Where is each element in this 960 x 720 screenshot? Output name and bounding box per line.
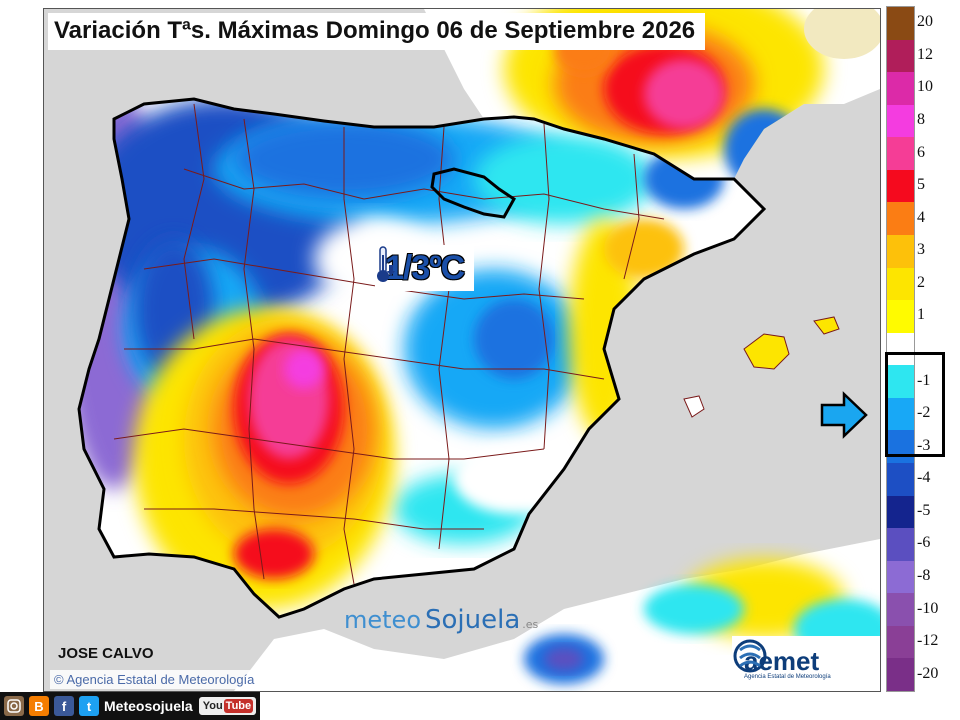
temperature-anomaly-map: Variación Tªs. Máximas Domingo 06 de Sep… <box>43 8 881 692</box>
legend-swatch <box>887 332 914 366</box>
anomaly-callout: 1/3ºC <box>375 245 475 291</box>
legend-swatch <box>887 7 914 41</box>
youtube-you: You <box>202 700 223 712</box>
legend-swatch <box>887 593 914 627</box>
legend-label: 3 <box>917 241 925 259</box>
legend-swatch <box>887 72 914 106</box>
legend-highlight-box <box>885 352 945 457</box>
brand-suffix: .es <box>522 618 539 631</box>
brand-part2: Sojuela <box>425 605 521 635</box>
youtube-tube: Tube <box>223 699 254 713</box>
thermometer-down-icon <box>377 246 395 282</box>
legend-swatch <box>887 39 914 73</box>
legend-label: -20 <box>917 664 939 682</box>
brand-watermark: meteo Sojuela .es <box>344 605 538 635</box>
province-borders <box>113 103 665 585</box>
credit-text: Agencia Estatal de Meteorología <box>66 672 255 687</box>
aemet-logo: aemet Agencia Estatal de Meteorología <box>732 636 880 691</box>
color-legend <box>886 6 915 692</box>
legend-label: -5 <box>917 501 931 519</box>
ibiza <box>683 395 705 418</box>
blogger-icon[interactable]: B <box>29 696 49 716</box>
legend-swatch <box>887 137 914 171</box>
legend-label: 4 <box>917 208 925 226</box>
legend-swatch <box>887 397 914 431</box>
legend-label: -1 <box>917 371 931 389</box>
brand-part1: meteo <box>344 606 422 634</box>
credit-line: © Agencia Estatal de Meteorología <box>50 670 261 689</box>
legend-label: -8 <box>917 567 931 584</box>
aemet-subtitle: Agencia Estatal de Meteorología <box>744 674 831 680</box>
aemet-logo-icon <box>733 639 767 673</box>
menorca <box>813 316 840 335</box>
legend-label: 10 <box>917 78 933 96</box>
legend-swatch <box>887 625 914 659</box>
legend-swatch <box>887 658 914 692</box>
mallorca <box>743 333 790 370</box>
youtube-icon[interactable]: You Tube <box>198 697 257 715</box>
legend-swatch <box>887 560 914 594</box>
map-title: Variación Tªs. Máximas Domingo 06 de Sep… <box>48 13 706 50</box>
legend-label: -3 <box>917 436 931 454</box>
anomaly-value: 1/3ºC <box>385 248 465 287</box>
legend-swatch <box>887 365 914 399</box>
footer-site-name[interactable]: Meteosojuela <box>104 698 193 714</box>
instagram-icon[interactable] <box>4 696 24 716</box>
legend-swatch <box>887 235 914 269</box>
legend-label: 8 <box>917 111 925 128</box>
map-graphic <box>44 9 880 691</box>
legend-label: -4 <box>917 469 931 487</box>
legend-swatch <box>887 267 914 301</box>
legend-label: 12 <box>917 45 933 63</box>
copyright-symbol: © <box>54 672 64 687</box>
legend-swatch <box>887 463 914 497</box>
facebook-icon[interactable]: f <box>54 696 74 716</box>
legend-label: -12 <box>917 632 939 650</box>
legend-label: -6 <box>917 534 931 552</box>
legend-label: 2 <box>917 273 925 291</box>
la-rioja-outline <box>430 167 516 219</box>
legend-label: -10 <box>917 599 939 617</box>
twitter-icon[interactable]: t <box>79 696 99 716</box>
legend-label: 20 <box>917 13 933 31</box>
social-footer: B f t Meteosojuela You Tube <box>0 692 260 720</box>
legend-swatch <box>887 430 914 464</box>
legend-label: 1 <box>917 306 925 324</box>
legend-swatch <box>887 202 914 236</box>
legend-label: 5 <box>917 176 925 194</box>
legend-label: -2 <box>917 404 931 422</box>
author-name: JOSE CALVO <box>58 645 154 662</box>
coastline <box>77 97 767 619</box>
legend-swatch <box>887 300 914 334</box>
legend-swatch <box>887 104 914 138</box>
right-arrow-icon <box>820 391 868 439</box>
legend-swatch <box>887 169 914 203</box>
legend-label: 6 <box>917 143 925 161</box>
legend-swatch <box>887 495 914 529</box>
legend-swatch <box>887 528 914 562</box>
